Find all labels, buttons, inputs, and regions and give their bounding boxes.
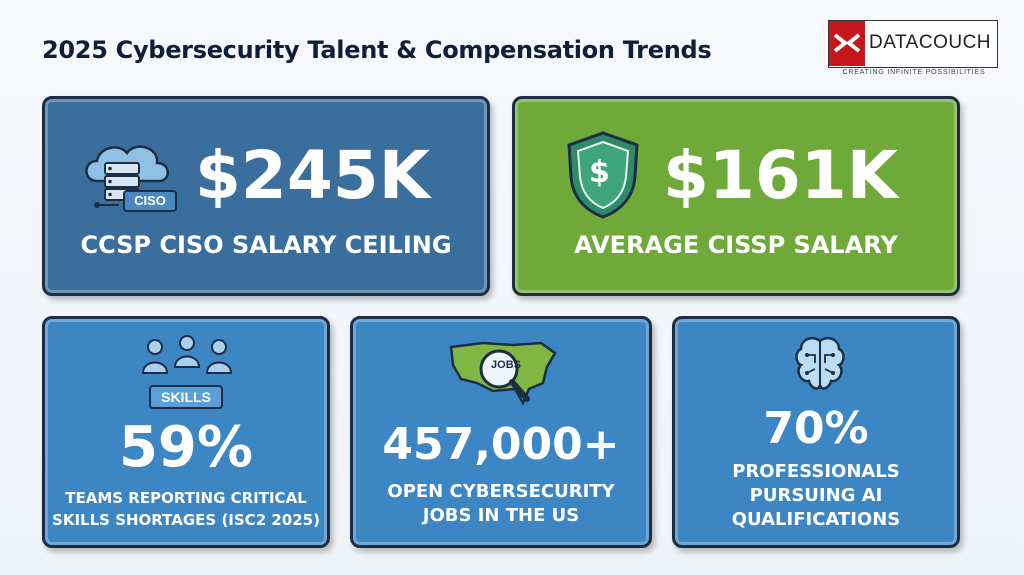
open-jobs-value: 457,000+ xyxy=(382,419,620,470)
skills-shortage-caption-line2: SKILLS SHORTAGES (ISC2 2025) xyxy=(52,511,320,529)
stat-card-skills-shortage: SKILLS 59% TEAMS REPORTING CRITICAL SKIL… xyxy=(42,316,330,548)
open-jobs-caption-line2: JOBS IN THE US xyxy=(422,505,580,526)
open-jobs-caption-line1: OPEN CYBERSECURITY xyxy=(387,481,615,502)
stat-card-ai-qualifications: 70% PROFESSIONALS PURSUING AI QUALIFICAT… xyxy=(672,316,960,548)
ciso-icon-label: CISO xyxy=(123,190,177,212)
logo-mark-icon xyxy=(829,21,865,66)
ai-qualifications-caption-line3: QUALIFICATIONS xyxy=(731,509,901,530)
stat-card-cissp-salary: $ $161K AVERAGE CISSP SALARY xyxy=(512,96,960,296)
skills-shortage-caption-line1: TEAMS REPORTING CRITICAL xyxy=(65,489,307,507)
stat-card-ciso-salary: CISO $245K CCSP CISO SALARY CEILING xyxy=(42,96,490,296)
page-title: 2025 Cybersecurity Talent & Compensation… xyxy=(42,36,712,64)
logo-tagline: CREATING INFINITE POSSIBILITIES xyxy=(842,69,986,76)
skills-icon-label: SKILLS xyxy=(149,385,223,409)
brain-circuit-icon xyxy=(793,335,847,397)
ai-qualifications-value: 70% xyxy=(763,403,869,454)
ciso-salary-caption: CCSP CISO SALARY CEILING xyxy=(80,231,452,259)
jobs-icon-label: JOBS xyxy=(491,359,521,371)
datacouch-logo: DATACOUCH xyxy=(828,20,998,68)
ai-qualifications-caption-line1: PROFESSIONALS xyxy=(732,461,900,482)
ciso-salary-value: $245K xyxy=(195,137,430,214)
team-meeting-icon xyxy=(137,333,237,397)
ai-qualifications-caption-line2: PURSUING AI xyxy=(749,485,883,506)
cissp-salary-caption: AVERAGE CISSP SALARY xyxy=(574,231,898,259)
shield-dollar-label: $ xyxy=(589,155,610,190)
stat-card-open-jobs: JOBS 457,000+ OPEN CYBERSECURITY JOBS IN… xyxy=(350,316,652,548)
shield-dollar-icon xyxy=(563,129,643,225)
logo-text: DATACOUCH xyxy=(869,32,992,53)
cissp-salary-value: $161K xyxy=(663,137,898,214)
skills-shortage-value: 59% xyxy=(118,415,254,480)
us-map-magnifier-icon xyxy=(443,333,563,417)
